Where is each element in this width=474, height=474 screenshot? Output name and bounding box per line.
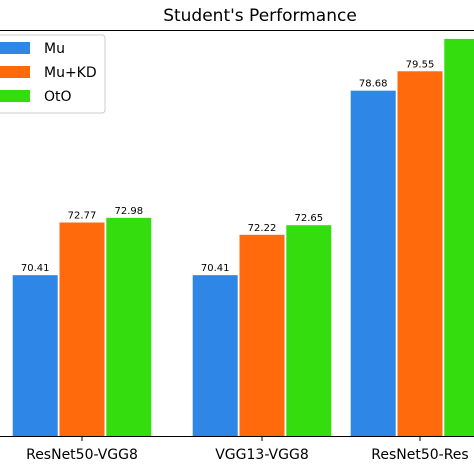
bar-mu-2 (350, 90, 396, 436)
legend-label: Mu (44, 41, 65, 57)
value-label: 70.41 (201, 263, 230, 274)
value-label: 72.98 (114, 206, 143, 217)
bar-mu-1 (192, 275, 238, 436)
legend-swatch (0, 42, 30, 54)
bars-group (12, 38, 474, 437)
bar-mu-kd-1 (239, 234, 285, 436)
bar-oto-2 (444, 38, 474, 437)
legend-swatch (0, 66, 30, 78)
value-label: 72.77 (68, 211, 97, 222)
bar-oto-1 (286, 225, 332, 436)
value-label: 72.22 (248, 223, 277, 234)
bar-mu-0 (12, 275, 58, 436)
value-label: 70.41 (21, 263, 50, 274)
bar-mu-kd-2 (397, 71, 443, 437)
legend-swatch (0, 90, 30, 102)
value-label: 78.68 (359, 79, 388, 90)
bar-mu-kd-0 (59, 222, 105, 436)
legend-label: Mu+KD (44, 65, 97, 81)
value-labels-group: 70.41 72.77 72.98 70.41 72.22 72.65 78.68 79.55 (21, 59, 434, 274)
bar-oto-0 (106, 217, 152, 436)
legend-label: OtO (44, 89, 72, 105)
legend: Mu Mu+KD OtO (0, 34, 106, 114)
x-tick-label: VGG13-VGG8 (215, 447, 309, 463)
value-label: 79.55 (406, 59, 435, 70)
chart-title: Student's Performance (163, 6, 357, 26)
value-label: 72.65 (294, 213, 323, 224)
x-ticks-group: ResNet50-VGG8 VGG13-VGG8 ResNet50-Res (26, 436, 469, 463)
x-tick-label: ResNet50-VGG8 (26, 447, 138, 463)
x-tick-label: ResNet50-Res (371, 447, 468, 463)
